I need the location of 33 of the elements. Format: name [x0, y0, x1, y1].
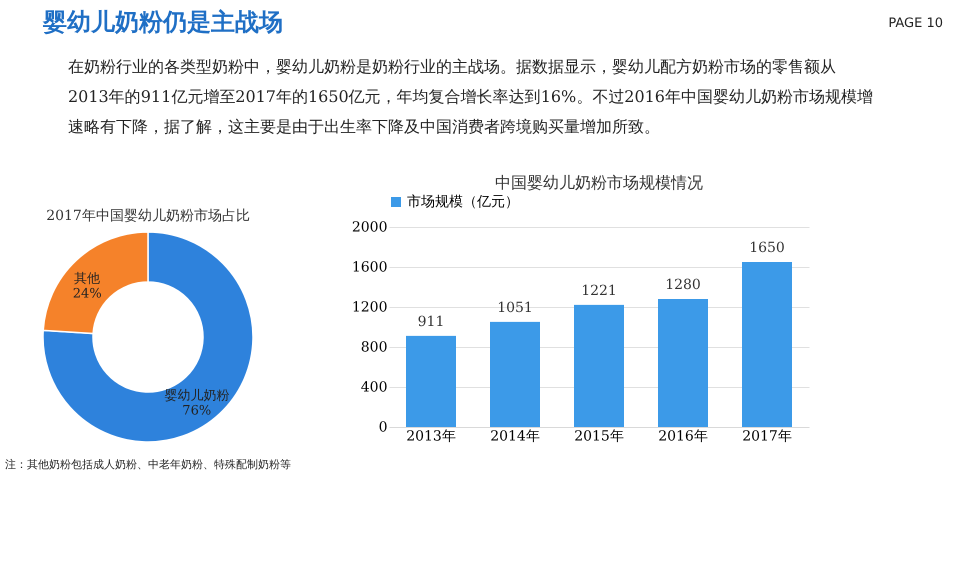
- text: PAGE 10: [888, 16, 943, 31]
- chart-title: 中国婴幼儿奶粉市场规模情况: [495, 173, 703, 192]
- chart-title: 2017年中国婴幼儿奶粉市场占比: [46, 208, 250, 224]
- data-label: 76%: [182, 403, 212, 418]
- bar: [574, 304, 624, 427]
- text: 婴幼儿奶粉仍是主战场: [42, 7, 283, 36]
- y-tick-label: 0: [378, 420, 388, 436]
- y-tick-label: 400: [360, 380, 388, 396]
- data-label: 24%: [72, 286, 102, 302]
- text: 在奶粉行业的各类型奶粉中，婴幼儿奶粉是奶粉行业的主战场。据数据显示，婴幼儿配方奶粉市场的零售额从2013年的911亿元增至2017年的1650亿元，年均复合增长率达到16%。不过2016年中国婴幼儿奶粉市场规模增速略有下降，据了解，这主要是由于出生率下降及中国消费者跨境购买量增加所致。: [68, 57, 873, 136]
- bar: [658, 299, 708, 427]
- x-tick-label: 2016年: [658, 428, 708, 444]
- slice-label: 其他: [74, 272, 100, 287]
- y-tick-label: 1200: [352, 300, 388, 316]
- bar: [742, 262, 792, 427]
- y-tick-label: 2000: [352, 220, 388, 236]
- text: 注：其他奶粉包括成人奶粉、中老年奶粉、特殊配制奶粉等: [5, 458, 291, 471]
- y-tick-label: 1600: [352, 260, 388, 276]
- x-tick-label: 2013年: [406, 428, 456, 444]
- data-label: 911: [418, 314, 444, 330]
- bar: [406, 336, 456, 427]
- x-tick-label: 2017年: [742, 428, 792, 444]
- slice-label: 婴幼儿奶粉: [164, 388, 230, 404]
- legend-label: 市场规模（亿元）: [407, 194, 519, 210]
- bar: [490, 322, 540, 427]
- x-tick-label: 2015年: [574, 428, 624, 444]
- y-tick-label: 800: [360, 340, 388, 356]
- data-label: 1221: [581, 282, 617, 299]
- donut-slice: [42, 231, 254, 443]
- data-label: 1280: [665, 277, 701, 293]
- x-tick-label: 2014年: [490, 428, 540, 444]
- data-label: 1650: [749, 240, 785, 256]
- data-label: 1051: [497, 300, 533, 316]
